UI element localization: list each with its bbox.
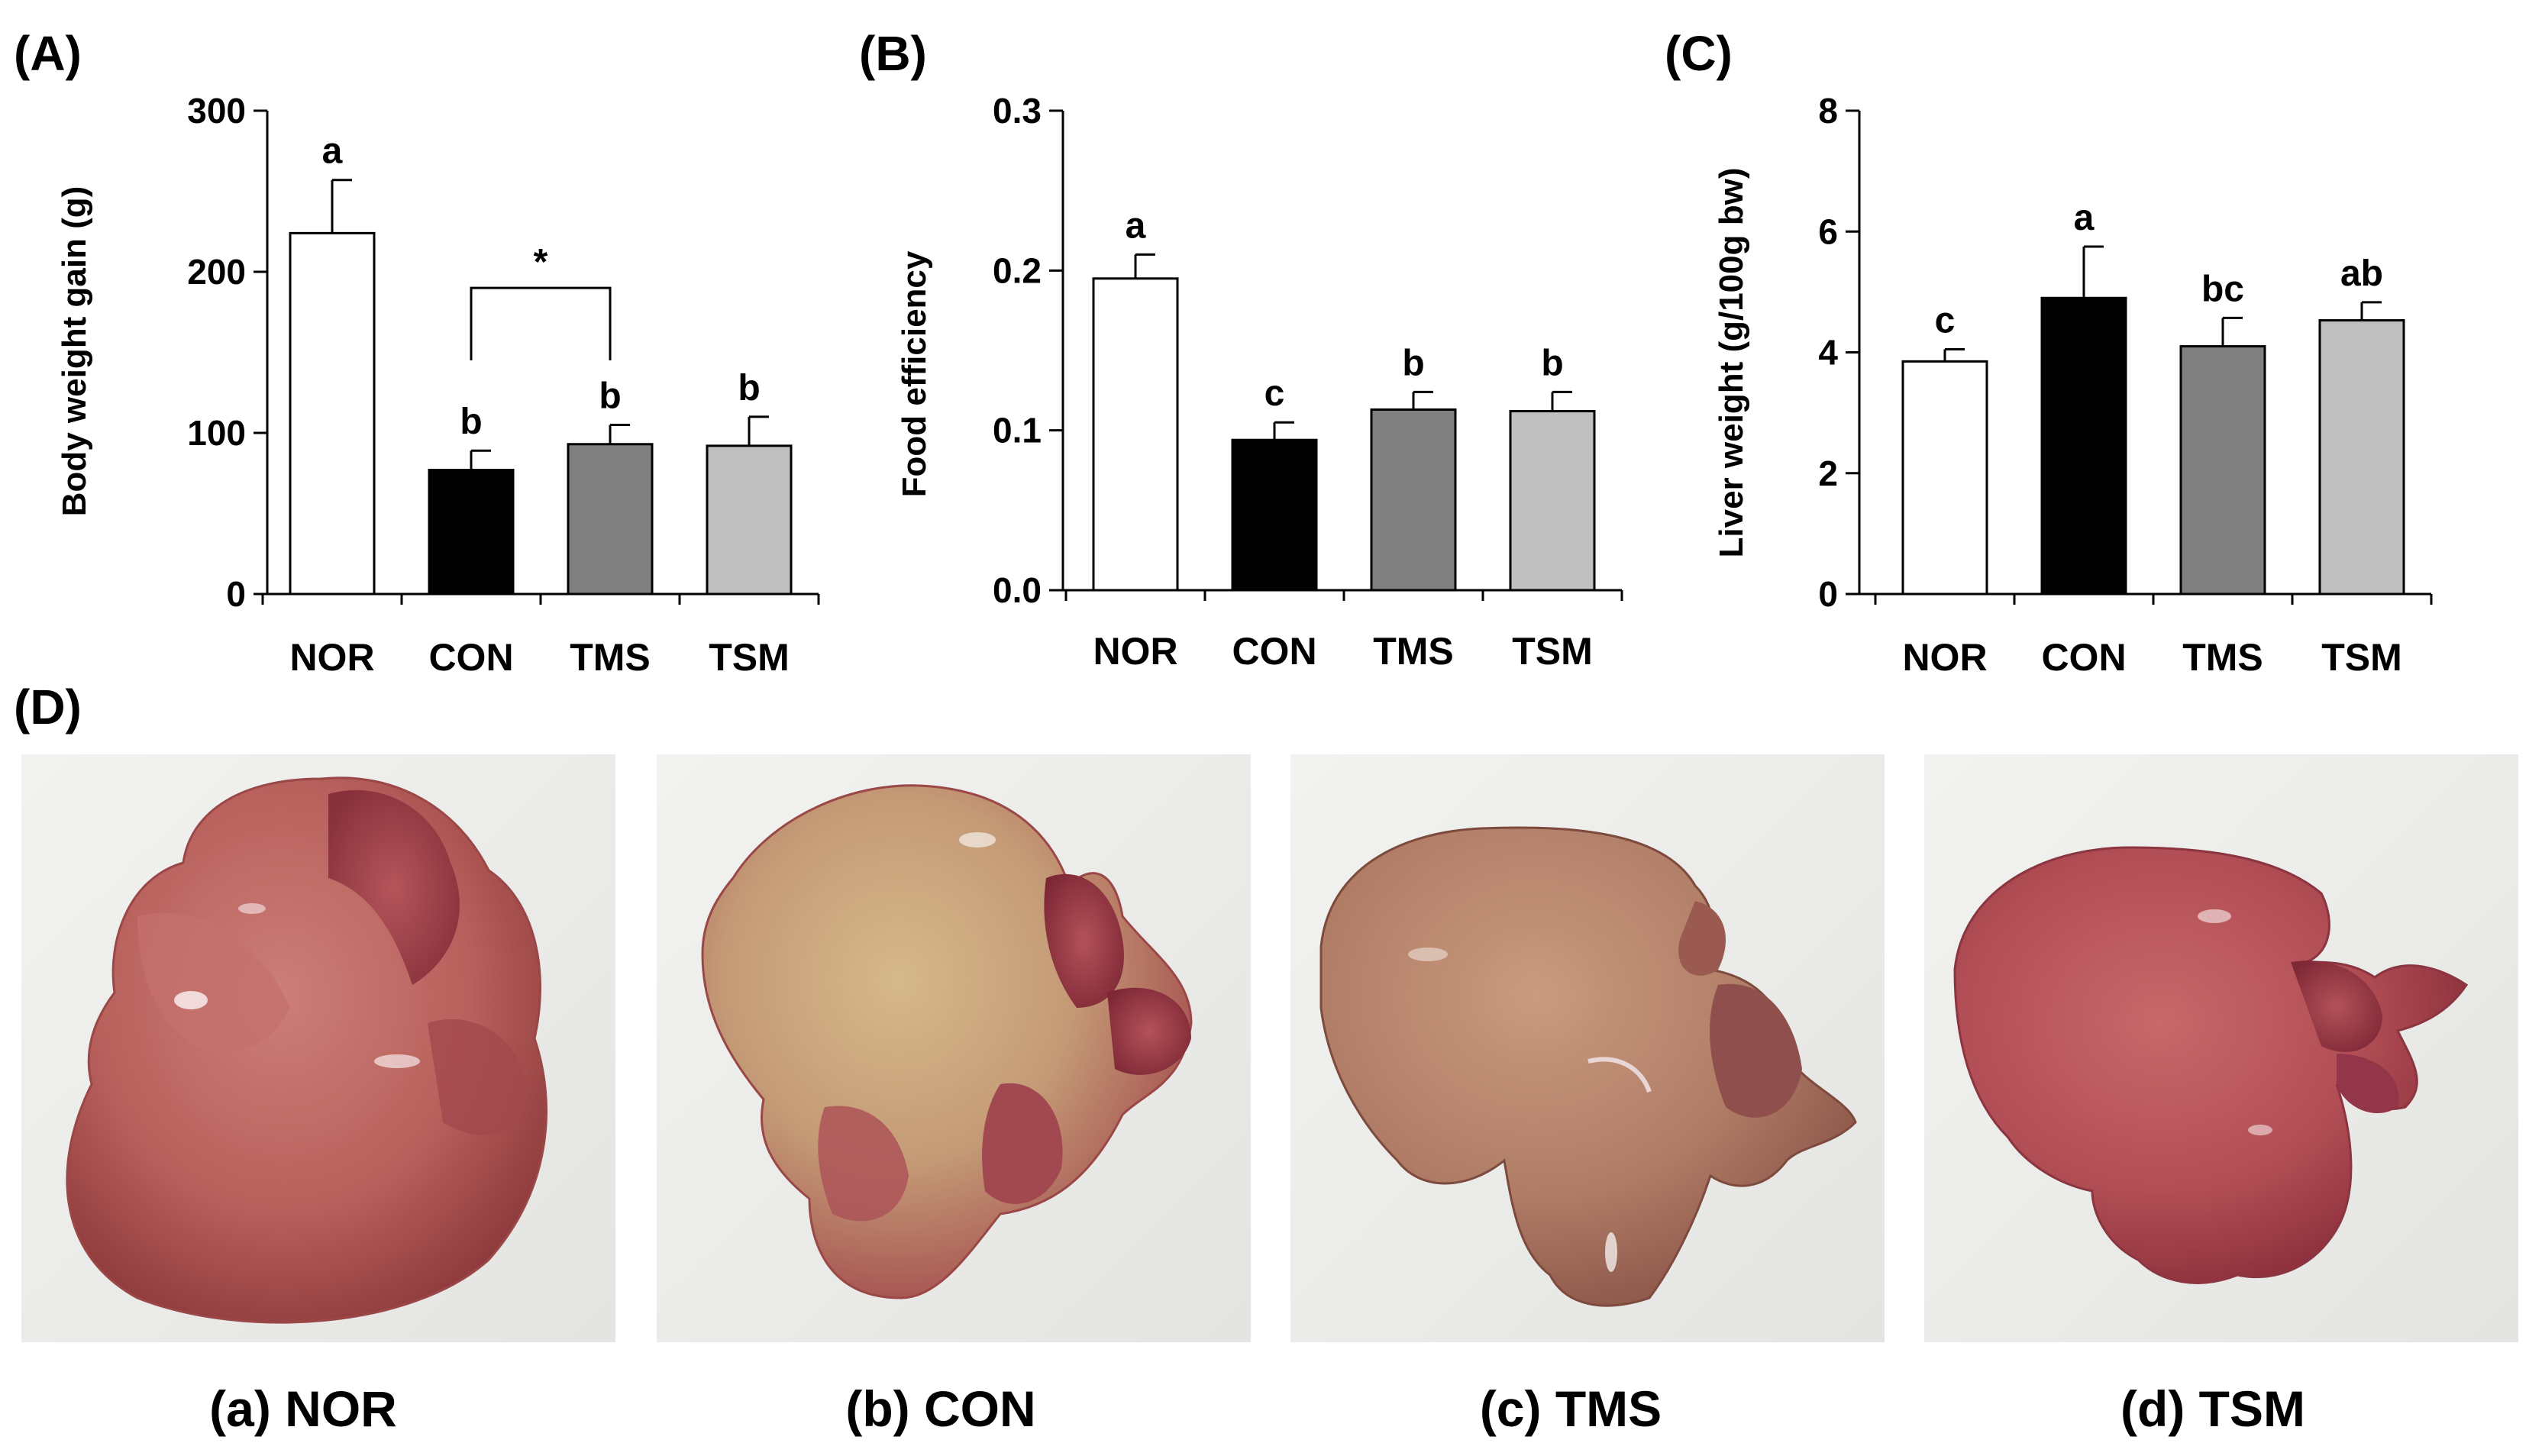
y-tick-label: 8 — [1818, 91, 1838, 131]
sig-letter-con: a — [2074, 198, 2095, 238]
category-label-con: CON — [1232, 630, 1316, 673]
category-label-tsm: TSM — [709, 636, 790, 679]
bar-tms — [1370, 408, 1457, 592]
significance-star: * — [534, 242, 548, 282]
category-label-con: CON — [428, 636, 513, 679]
significance-bracket — [470, 286, 612, 361]
bar-con — [1231, 438, 1318, 592]
y-tick-label: 4 — [1818, 333, 1838, 373]
y-tick-label: 0 — [1818, 574, 1838, 614]
category-label-tms: TMS — [1373, 630, 1454, 673]
y-tick-label: 0.2 — [993, 250, 1042, 290]
y-tick-label: 100 — [187, 413, 246, 453]
liver-photo-tsm — [1924, 754, 2518, 1342]
category-label-tms: TMS — [2182, 636, 2263, 679]
chart-liver-weight: 0 2 4 6 8 Liver weight (g/100g bw) c NOR a CON b… — [1713, 91, 2433, 679]
bar-nor — [1901, 360, 1988, 596]
y-axis-label: Food efficiency — [896, 250, 933, 497]
y-tick-label: 0 — [226, 574, 246, 614]
bar-tms — [2179, 345, 2266, 596]
category-label-nor: NOR — [1902, 636, 1987, 679]
category-label-nor: NOR — [289, 636, 374, 679]
photo-caption-con: (b) CON — [845, 1380, 1035, 1437]
bar-con — [2040, 296, 2127, 596]
sig-letter-tsm: b — [1541, 343, 1563, 383]
category-label-tsm: TSM — [1512, 630, 1593, 673]
photo-caption-nor: (a) NOR — [209, 1380, 397, 1437]
y-tick-label: 200 — [187, 252, 246, 292]
y-axis-label: Liver weight (g/100g bw) — [1713, 168, 1750, 558]
y-tick-label: 0.1 — [993, 411, 1042, 450]
chart-food-efficiency: 0.0 0.1 0.2 0.3 Food efficiency a NOR c CON b TM… — [896, 91, 1623, 673]
category-label-con: CON — [2041, 636, 2126, 679]
y-tick-label: 0.0 — [993, 570, 1042, 610]
bar-tsm — [706, 444, 793, 596]
photo-caption-tsm: (d) TSM — [2120, 1380, 2305, 1437]
panel-label-c: (C) — [1665, 26, 1733, 81]
category-label-tsm: TSM — [2321, 636, 2402, 679]
sig-letter-con: b — [460, 402, 482, 442]
bar-nor — [1092, 277, 1179, 592]
sig-letter-tms: b — [1402, 343, 1424, 383]
category-label-tms: TMS — [570, 636, 651, 679]
liver-photo-tms — [1290, 754, 1885, 1342]
bar-con — [428, 469, 515, 596]
sig-letter-tsm: ab — [2340, 253, 2383, 294]
bar-nor — [289, 231, 376, 596]
panel-label-a: (A) — [14, 26, 82, 81]
y-axis-label: Body weight gain (g) — [56, 186, 93, 517]
sig-letter-nor: a — [1126, 205, 1146, 246]
y-tick-label: 2 — [1818, 454, 1838, 493]
sig-letter-nor: c — [1935, 301, 1956, 341]
sig-letter-tms: bc — [2201, 269, 2244, 309]
panel-label-b: (B) — [859, 26, 927, 81]
y-tick-label: 300 — [187, 91, 246, 131]
y-tick-label: 6 — [1818, 211, 1838, 251]
sig-letter-tms: b — [599, 376, 621, 416]
panel-label-d: (D) — [14, 680, 82, 734]
photo-caption-tms: (c) TMS — [1480, 1380, 1662, 1437]
bar-tsm — [2318, 319, 2405, 596]
liver-photo-con — [657, 754, 1251, 1342]
sig-letter-con: c — [1264, 373, 1285, 414]
category-label-nor: NOR — [1093, 630, 1177, 673]
bar-tsm — [1509, 410, 1596, 592]
sig-letter-nor: a — [322, 131, 343, 172]
chart-body-weight-gain: 0 100 200 300 Body weight gain (g) a NOR b CON… — [56, 91, 820, 679]
liver-photo-nor — [21, 754, 615, 1342]
bar-tms — [567, 443, 654, 596]
y-tick-label: 0.3 — [993, 91, 1042, 131]
sig-letter-tsm: b — [738, 368, 760, 408]
